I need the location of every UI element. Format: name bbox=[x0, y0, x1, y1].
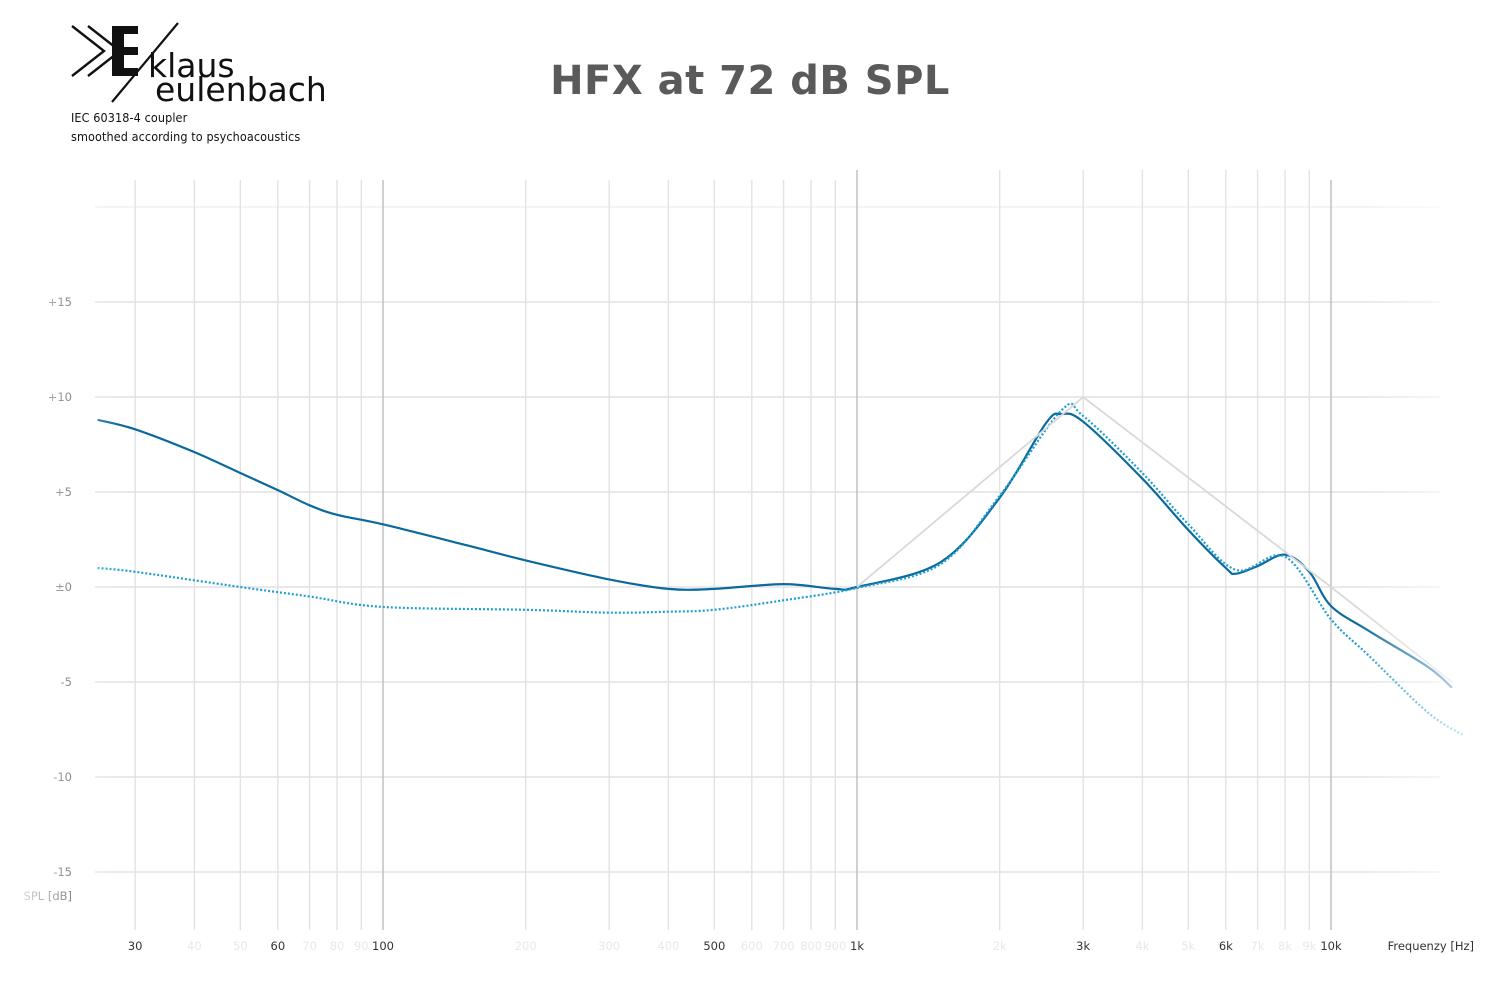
solid-response-curve bbox=[97, 412, 1453, 689]
x-tick-label: 10k bbox=[1320, 939, 1342, 953]
x-minor-tick-label: 5k bbox=[1181, 939, 1195, 953]
x-tick-label: 500 bbox=[703, 939, 725, 953]
x-tick-label: 100 bbox=[372, 939, 394, 953]
x-minor-tick-label: 300 bbox=[598, 939, 620, 953]
brand-line2: eulenbach bbox=[155, 70, 327, 106]
x-minor-tick-label: 40 bbox=[187, 939, 202, 953]
x-tick-label: 3k bbox=[1076, 939, 1090, 953]
chart-curves bbox=[97, 395, 1464, 737]
x-minor-tick-label: 90 bbox=[354, 939, 369, 953]
x-tick-label: 30 bbox=[128, 939, 143, 953]
chart-title: HFX at 72 dB SPL bbox=[550, 58, 950, 104]
x-minor-tick-label: 50 bbox=[233, 939, 248, 953]
brand-logo: klaus eulenbach bbox=[68, 20, 338, 106]
x-minor-tick-label: 9k bbox=[1302, 939, 1316, 953]
x-tick-label: 1k bbox=[850, 939, 864, 953]
x-minor-tick-label: 400 bbox=[657, 939, 679, 953]
x-minor-tick-label: 8k bbox=[1278, 939, 1292, 953]
brand-line1: klaus bbox=[148, 46, 235, 85]
x-axis-label: Frequenzy [Hz] bbox=[1388, 939, 1474, 953]
ke-monogram-icon: klaus eulenbach bbox=[71, 22, 327, 106]
right-fade bbox=[1355, 160, 1500, 940]
x-minor-tick-label: 80 bbox=[330, 939, 345, 953]
x-tick-label: 60 bbox=[271, 939, 286, 953]
x-minor-tick-label: 700 bbox=[773, 939, 795, 953]
x-minor-tick-label: 2k bbox=[993, 939, 1007, 953]
left-fade bbox=[0, 160, 120, 940]
chart-grid bbox=[95, 170, 1440, 930]
chart-axes: +15+10+5±0-5-10-15SPL [dB]30601005001k3k… bbox=[24, 295, 1474, 953]
smoothing-subtitle: smoothed according to psychoacoustics bbox=[71, 129, 301, 144]
x-minor-tick-label: 7k bbox=[1251, 939, 1265, 953]
x-minor-tick-label: 800 bbox=[800, 939, 822, 953]
x-minor-tick-label: 70 bbox=[302, 939, 317, 953]
x-minor-tick-label: 600 bbox=[741, 939, 763, 953]
dotted-response-curve bbox=[97, 402, 1464, 737]
x-minor-tick-label: 4k bbox=[1135, 939, 1149, 953]
coupler-subtitle: IEC 60318-4 coupler bbox=[71, 110, 188, 125]
x-minor-tick-label: 900 bbox=[824, 939, 846, 953]
x-minor-tick-label: 200 bbox=[515, 939, 537, 953]
x-tick-label: 6k bbox=[1219, 939, 1233, 953]
